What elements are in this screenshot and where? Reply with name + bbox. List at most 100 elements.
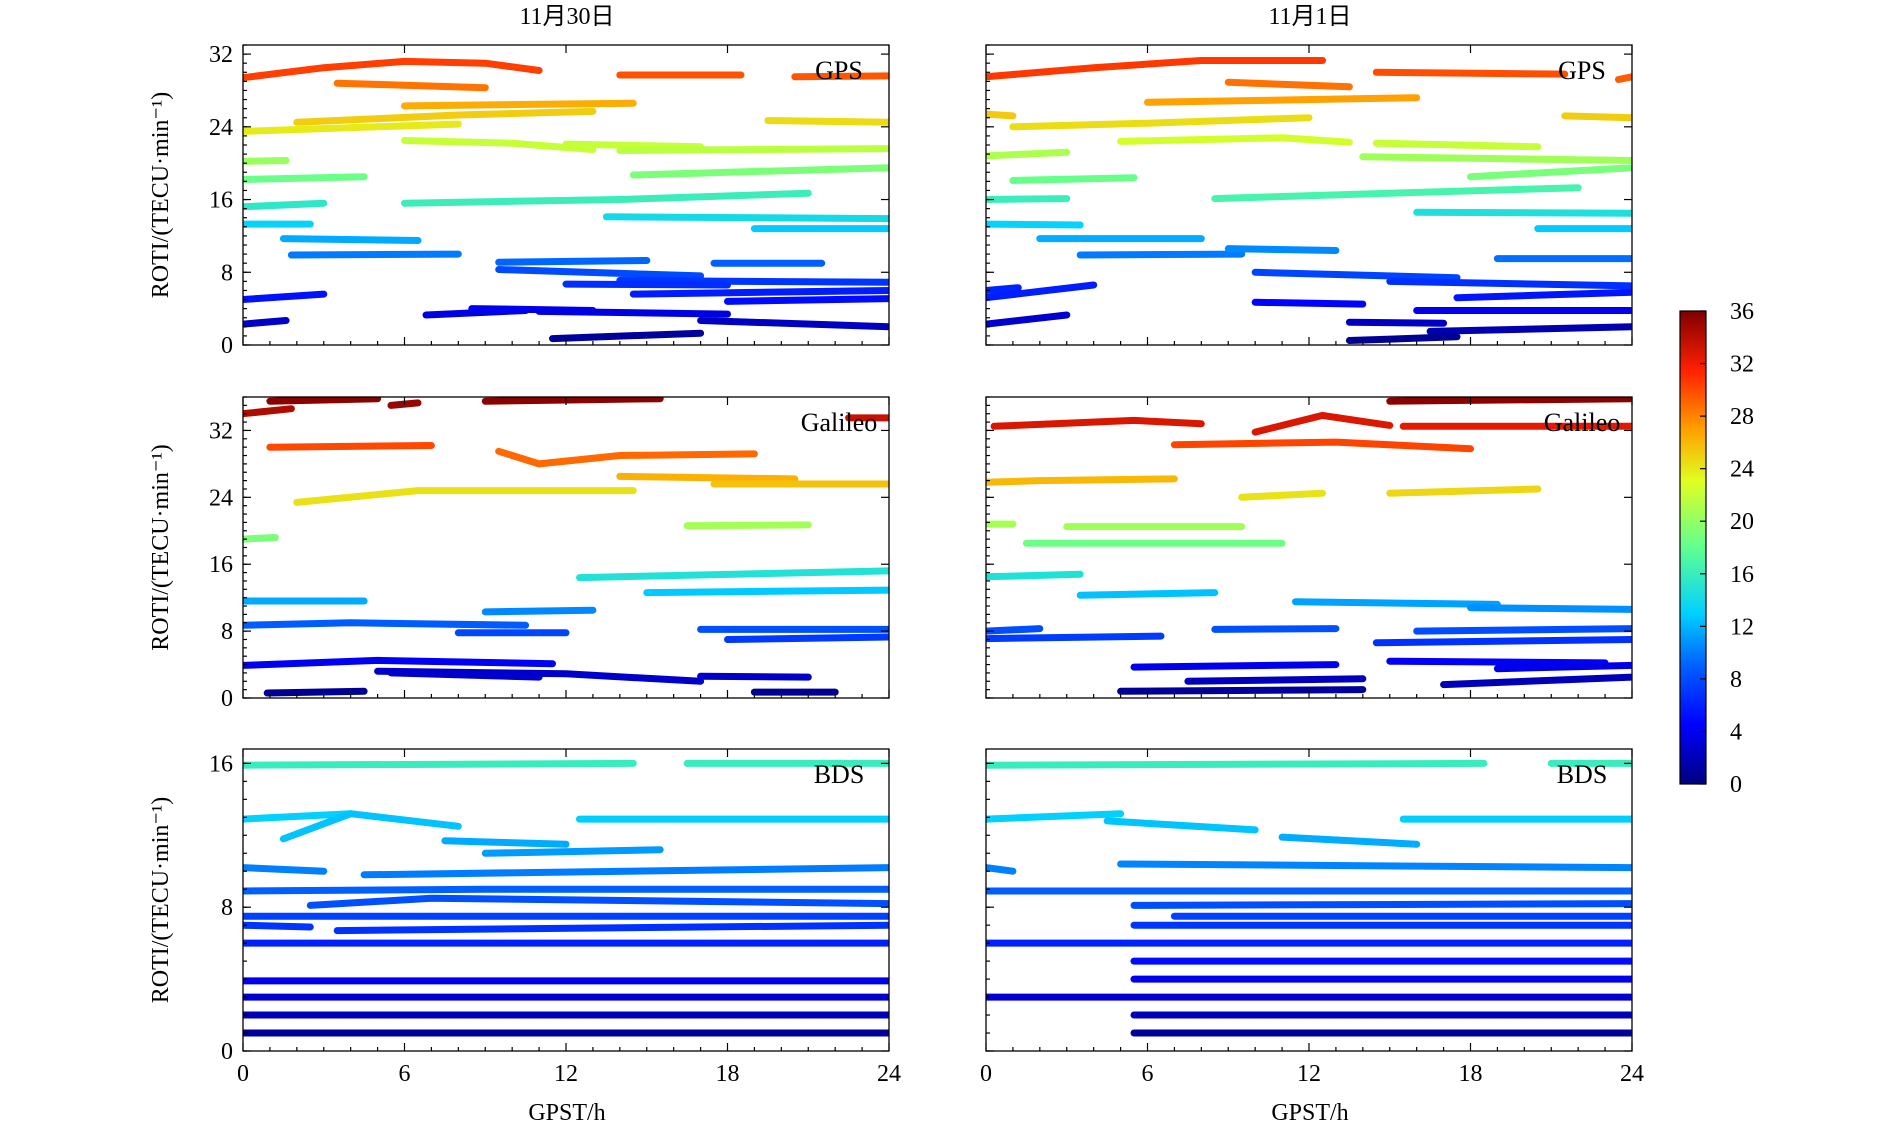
colorbar-tick-label: 12	[1730, 614, 1754, 640]
column-title-left: 11月30日	[519, 4, 614, 30]
roti-series-3	[333, 79, 489, 92]
y-tick-label: 8	[221, 260, 233, 286]
roti-series-1	[1251, 411, 1394, 436]
roti-series-24	[263, 687, 368, 697]
roti-series-13	[333, 921, 889, 935]
roti-series-4	[401, 99, 637, 110]
roti-series-29	[1251, 298, 1367, 308]
x-tick-label: 6	[1142, 1061, 1154, 1087]
roti-series-13	[1467, 164, 1632, 181]
roti-series-7	[616, 472, 799, 483]
colorbar-tick-label: 32	[1730, 352, 1754, 378]
y-tick-label: 24	[209, 485, 233, 511]
roti-series-7	[243, 864, 328, 875]
roti-series-28	[724, 295, 889, 305]
roti-series-18	[1413, 625, 1632, 635]
x-tick-label: 18	[1459, 1061, 1483, 1087]
roti-series-1	[1372, 68, 1569, 78]
roti-series-13	[643, 586, 889, 597]
roti-series-16	[986, 220, 1084, 229]
y-tick-label: 16	[209, 751, 233, 777]
roti-series-23	[1184, 675, 1367, 685]
roti-series-2	[1615, 73, 1632, 83]
plot-frame	[985, 748, 1633, 1052]
colorbar: 0 4 8 12 16 20 24 28 32 36	[1679, 299, 1754, 798]
roti-series-5	[986, 110, 1017, 120]
colorbar-tick-label: 28	[1730, 404, 1754, 430]
roti-series-32	[1426, 323, 1632, 335]
roti-series-23	[495, 266, 705, 280]
roti-series-13	[629, 164, 889, 179]
roti-series-5	[266, 442, 435, 451]
y-axis-label: ROTI/(TECU·min⁻¹)	[148, 92, 174, 299]
roti-series-16	[243, 619, 530, 629]
system-label: Galileo	[1544, 408, 1621, 437]
roti-series-0	[243, 405, 295, 418]
roti-series-21	[1386, 657, 1609, 667]
roti-series-14	[243, 199, 328, 211]
roti-series-22	[1493, 661, 1632, 673]
roti-series-6	[1009, 114, 1313, 131]
roti-series-17	[1211, 625, 1340, 633]
x-tick-label: 0	[237, 1061, 249, 1087]
roti-series-20	[243, 656, 556, 669]
y-axis-label: ROTI/(TECU·min⁻¹)	[148, 444, 174, 651]
roti-series-7	[1117, 860, 1632, 872]
roti-series-0	[986, 759, 1488, 769]
roti-series-6	[986, 864, 1017, 875]
roti-series-11	[1359, 153, 1632, 164]
roti-series-15	[401, 189, 812, 207]
roti-series-2	[791, 72, 889, 81]
roti-series-23	[387, 669, 543, 681]
roti-series-25	[1117, 686, 1367, 695]
roti-series-6	[481, 846, 664, 857]
roti-series-33	[1345, 333, 1461, 344]
system-label: BDS	[814, 760, 865, 789]
roti-series-1	[266, 397, 382, 405]
roti-series-31	[1345, 318, 1448, 327]
roti-series-19	[1372, 636, 1632, 647]
x-tick-label: 24	[877, 1061, 901, 1087]
system-label: GPS	[815, 56, 863, 85]
roti-series-8	[986, 148, 1071, 160]
roti-series-4	[1278, 833, 1421, 848]
roti-series-9	[243, 885, 889, 895]
roti-series-25	[986, 284, 1022, 294]
roti-series-12	[1009, 174, 1138, 184]
series-group	[986, 57, 1632, 344]
roti-series-34	[549, 329, 705, 343]
x-tick-label: 24	[1620, 1061, 1644, 1087]
roti-series-12	[1076, 589, 1219, 599]
x-tick-label: 6	[399, 1061, 411, 1087]
roti-series-3	[1170, 438, 1474, 453]
colorbar-tick-label: 16	[1730, 562, 1754, 588]
roti-series-20	[1130, 661, 1340, 671]
roti-series-11	[986, 570, 1084, 581]
y-tick-label: 24	[209, 115, 233, 141]
roti-series-21	[1224, 245, 1340, 254]
roti-series-17	[602, 213, 889, 223]
panel-right-galileo: Galileo	[985, 396, 1633, 699]
roti-series-3	[279, 810, 462, 843]
plot-frame	[242, 396, 890, 699]
y-tick-label: 0	[221, 333, 233, 359]
roti-series-0	[243, 759, 637, 769]
roti-series-13	[1292, 598, 1501, 608]
colorbar-tick-label: 24	[1730, 457, 1754, 483]
roti-series-6	[243, 120, 462, 135]
roti-series-0	[243, 57, 543, 82]
x-tick-label: 0	[980, 1061, 992, 1087]
x-axis-label-left: GPST/h	[528, 1100, 605, 1126]
series-group	[243, 759, 889, 1037]
y-tick-label: 8	[221, 619, 233, 645]
roti-series-3	[481, 397, 664, 405]
roti-series-27	[629, 287, 889, 298]
roti-series-10	[306, 894, 889, 909]
roti-series-26	[986, 281, 1098, 302]
roti-series-7	[1386, 485, 1542, 497]
y-tick-label: 32	[209, 418, 233, 444]
panel-left-gps: 0 8 16 24 32 GPS ROTI/(TECU·min⁻¹)	[148, 42, 890, 359]
roti-series-25	[562, 280, 731, 289]
roti-series-19	[279, 235, 422, 244]
roti-series-24	[1386, 277, 1632, 290]
